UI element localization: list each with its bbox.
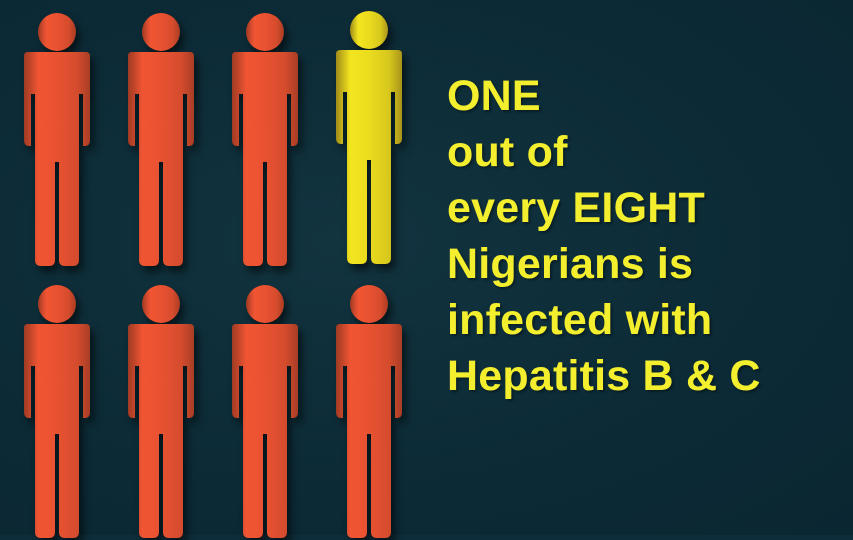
person-head: [246, 13, 284, 51]
person-body: [24, 52, 90, 266]
person-figure-graphic: [128, 13, 194, 266]
person-figure-graphic: [128, 285, 194, 538]
person-head: [38, 285, 76, 323]
people-pictogram: [0, 0, 430, 538]
statistic-message: ONE out of every EIGHT Nigerians is infe…: [447, 68, 847, 404]
person-body: [128, 324, 194, 538]
person-icon-8: [322, 284, 416, 540]
person-figure-graphic: [232, 13, 298, 266]
person-body: [128, 52, 194, 266]
person-head: [38, 13, 76, 51]
person-body: [336, 324, 402, 538]
person-icon-5: [10, 284, 104, 540]
person-figure-graphic: [232, 285, 298, 538]
message-line-5: infected with: [447, 296, 713, 344]
person-figure-graphic: [336, 285, 402, 538]
person-body: [336, 50, 402, 264]
person-icon-2: [114, 12, 208, 268]
person-head: [246, 285, 284, 323]
message-line-2: out of: [447, 128, 568, 176]
person-icon-3: [218, 12, 312, 268]
message-line-3: every EIGHT: [447, 184, 705, 232]
message-line-6: Hepatitis B & C: [447, 352, 761, 400]
message-line-1: ONE: [447, 72, 541, 120]
person-body: [232, 52, 298, 266]
person-figure-graphic: [336, 11, 402, 264]
message-line-4: Nigerians is: [447, 240, 694, 288]
person-body: [24, 324, 90, 538]
person-head: [142, 13, 180, 51]
person-body: [232, 324, 298, 538]
person-icon-4: [322, 10, 416, 266]
person-figure-graphic: [24, 285, 90, 538]
person-head: [350, 11, 388, 49]
person-figure-graphic: [24, 13, 90, 266]
person-icon-7: [218, 284, 312, 540]
person-head: [142, 285, 180, 323]
person-head: [350, 285, 388, 323]
person-icon-6: [114, 284, 208, 540]
person-icon-1: [10, 12, 104, 268]
